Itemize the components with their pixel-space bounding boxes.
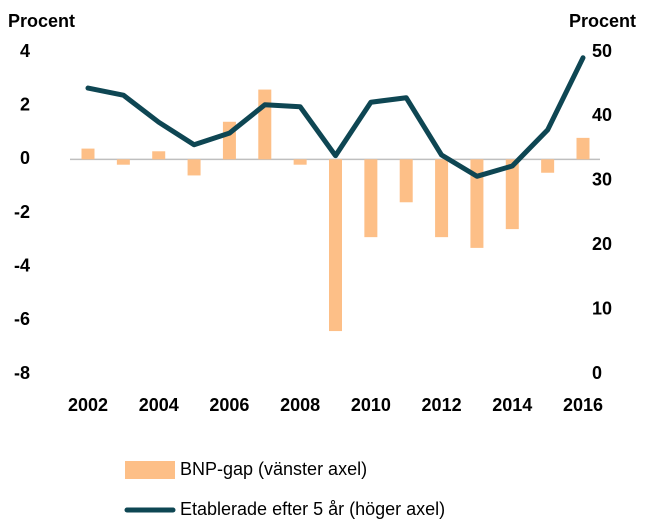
bar [435,159,449,238]
y2-axis-title: Procent [569,11,636,31]
y-axis-title: Procent [8,11,75,31]
y2-tick-label: 50 [592,41,612,61]
y2-tick-label: 10 [592,298,612,318]
x-tick-label: 2012 [422,395,462,415]
x-tick-label: 2008 [280,395,320,415]
y-tick-label: -4 [14,255,30,275]
bar [152,151,166,160]
x-tick-label: 2006 [209,395,249,415]
bar [293,159,307,165]
bar [505,159,519,230]
y-tick-label: -2 [14,202,30,222]
line-series [85,55,586,179]
x-tick-label: 2016 [563,395,603,415]
y2-tick-label: 0 [592,363,602,383]
x-tick-label: 2004 [139,395,179,415]
y-tick-label: 4 [20,41,30,61]
y-tick-label: 2 [20,94,30,114]
bar [258,89,272,160]
bar [541,159,555,173]
legend-swatch [125,461,175,479]
y2-tick-label: 20 [592,234,612,254]
bar [364,159,378,238]
y2-tick-label: 30 [592,170,612,190]
x-tick-label: 2014 [492,395,532,415]
legend-label: BNP-gap (vänster axel) [180,459,367,479]
y-tick-label: -8 [14,363,30,383]
y2-tick-label: 40 [592,105,612,125]
y-tick-label: 0 [20,148,30,168]
bar [399,159,413,203]
x-tick-label: 2002 [68,395,108,415]
bar [187,159,201,176]
bar [576,137,590,160]
bar [116,159,130,165]
y-tick-label: -6 [14,309,30,329]
bar [329,159,342,332]
legend-label: Etablerade efter 5 år (höger axel) [180,499,445,519]
bar [470,159,484,248]
x-tick-label: 2010 [351,395,391,415]
bar [81,148,95,160]
